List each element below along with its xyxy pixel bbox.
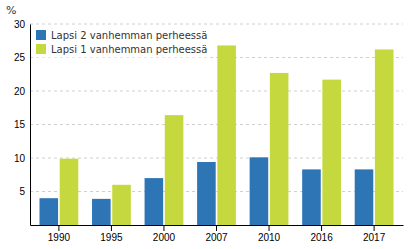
plot: 1990 1995 2000 2007 2010 2016 2017 5 10 15 20 25 30 L… (14, 19, 404, 243)
y-tick: 25 (14, 52, 30, 63)
grid (30, 24, 403, 192)
x-tick-mark (269, 225, 270, 231)
y-tick-label: 25 (14, 52, 26, 63)
x-tick-mark (321, 225, 322, 231)
bar (112, 185, 131, 225)
x-tick-mark (111, 225, 112, 231)
x-tick-mark (58, 225, 59, 231)
x-tick-label: 2007 (205, 232, 228, 243)
y-tick: 5 (19, 186, 30, 197)
x-tick: 2007 (205, 225, 228, 243)
y-axis-label: % (6, 4, 16, 17)
legend-item: Lapsi 2 vanhemman perheessä (36, 30, 207, 41)
y-tick: 30 (14, 19, 30, 30)
bar (92, 199, 111, 225)
bar-series (60, 45, 394, 225)
x-tick: 2000 (153, 225, 176, 243)
x-tick: 1995 (100, 225, 123, 243)
x-tick-mark (374, 225, 375, 231)
grid-line (30, 91, 403, 92)
legend-swatch (36, 30, 46, 40)
x-tick-mark (163, 225, 164, 231)
x-tick-label: 2017 (363, 232, 386, 243)
y-tick-label: 30 (14, 19, 26, 30)
legend: Lapsi 2 vanhemman perheessä Lapsi 1 vanhe… (33, 27, 210, 58)
bar (39, 198, 58, 225)
y-axis-line (30, 25, 31, 226)
legend-swatch (36, 44, 46, 54)
bar (145, 178, 164, 225)
grid-line (30, 158, 403, 159)
legend-label: Lapsi 2 vanhemman perheessä (51, 30, 207, 41)
x-tick: 1990 (48, 225, 71, 243)
x-tick-mark (216, 225, 217, 231)
x-tick-label: 1990 (48, 232, 71, 243)
x-tick-label: 1995 (100, 232, 123, 243)
y-tick: 20 (14, 86, 30, 97)
y-tick-label: 15 (14, 119, 26, 130)
legend-background (33, 27, 210, 58)
grid-line (30, 24, 403, 25)
x-tick: 2010 (258, 225, 281, 243)
y-axis: 5 10 15 20 25 30 (14, 19, 31, 226)
bar (322, 80, 341, 225)
x-tick: 2017 (363, 225, 386, 243)
legend-label: Lapsi 1 vanhemman perheessä (51, 44, 207, 55)
y-tick: 10 (14, 153, 30, 164)
bar (60, 159, 79, 225)
x-tick: 2016 (310, 225, 333, 243)
y-tick: 15 (14, 119, 30, 130)
bar (250, 157, 269, 225)
y-tick-label: 20 (14, 86, 26, 97)
bars (39, 45, 393, 225)
chart-container: 1990 1995 2000 2007 2010 2016 2017 5 10 15 20 25 30 L… (0, 0, 415, 249)
x-tick-label: 2000 (153, 232, 176, 243)
grid-line (30, 191, 403, 192)
x-tick-label: 2016 (310, 232, 333, 243)
x-axis: 1990 1995 2000 2007 2010 2016 2017 (31, 225, 404, 243)
bar (355, 169, 374, 225)
bar (270, 73, 289, 225)
y-tick-label: 5 (19, 186, 25, 197)
chart-svg: 1990 1995 2000 2007 2010 2016 2017 5 10 15 20 25 30 L… (0, 0, 415, 249)
legend-item: Lapsi 1 vanhemman perheessä (36, 44, 207, 55)
bar (197, 162, 216, 225)
grid-line (30, 124, 403, 125)
bar (165, 115, 184, 225)
x-tick-label: 2010 (258, 232, 281, 243)
bar (375, 49, 394, 225)
bar (302, 169, 321, 225)
y-tick-label: 10 (14, 153, 26, 164)
bar (217, 45, 236, 225)
